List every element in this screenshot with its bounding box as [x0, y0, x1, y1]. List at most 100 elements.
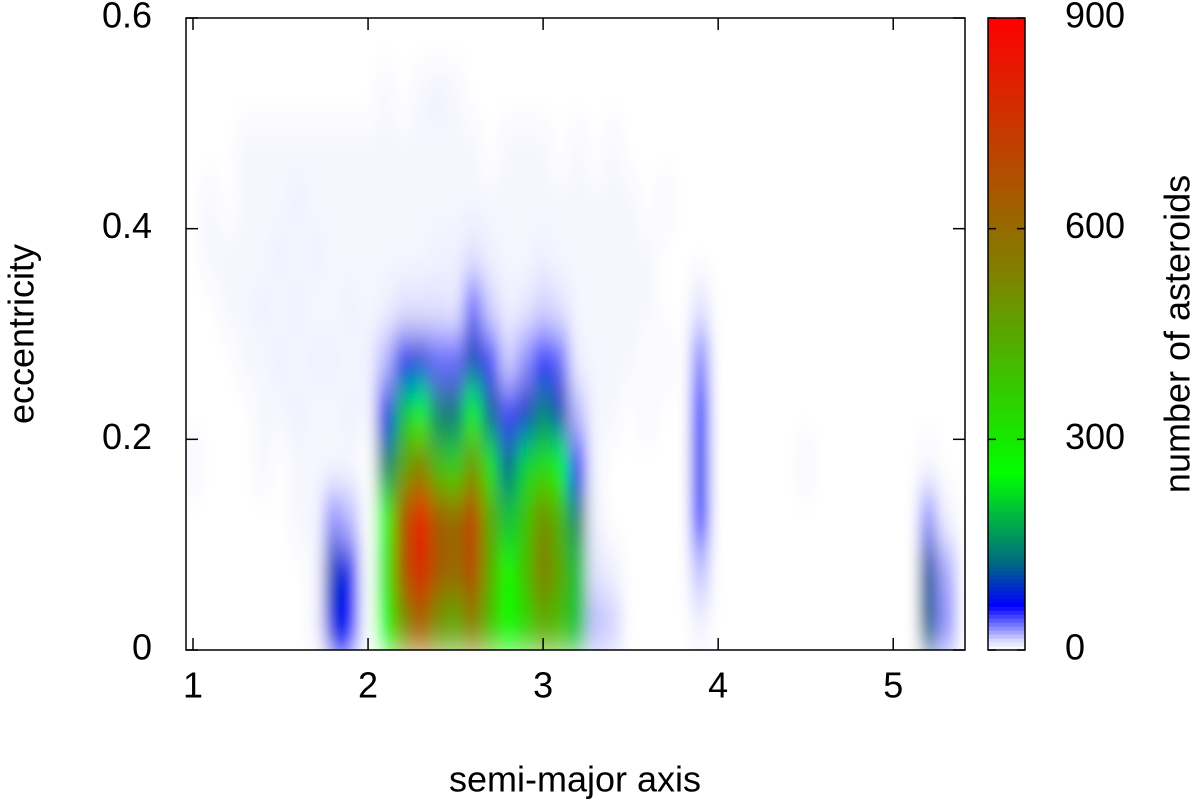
heatmap-cell — [936, 123, 955, 177]
heatmap-cell — [709, 70, 728, 124]
heatmap-cell — [744, 281, 763, 335]
heatmap-cell — [464, 18, 483, 71]
heatmap-cell — [446, 281, 465, 335]
heatmap-cell — [394, 18, 413, 71]
heatmap-cell — [709, 123, 728, 177]
colorbar-swatch — [988, 602, 1025, 607]
heatmap-cell — [499, 544, 518, 598]
heatmap-cell — [376, 70, 395, 124]
heatmap-cell — [866, 597, 885, 650]
heatmap-cell — [621, 123, 640, 177]
heatmap-cell — [621, 386, 640, 440]
heatmap-cell — [884, 123, 903, 177]
heatmap-cell — [779, 70, 798, 124]
colorbar-swatch — [988, 519, 1025, 524]
heatmap-cell — [551, 491, 570, 545]
heatmap-cell — [831, 175, 850, 229]
colorbar-swatch — [988, 594, 1025, 599]
heatmap-cell — [831, 70, 850, 124]
heatmap-cell — [341, 491, 360, 545]
heatmap-cell — [726, 597, 745, 650]
heatmap-cell — [569, 386, 588, 440]
colorbar-swatch — [988, 468, 1025, 473]
heatmap-cell — [288, 70, 308, 124]
heatmap-cell — [376, 281, 395, 335]
colorbar-swatch — [988, 444, 1025, 449]
heatmap-cell — [849, 491, 868, 545]
heatmap-cell — [534, 386, 553, 440]
heatmap-cell — [236, 123, 255, 177]
heatmap-cell — [499, 18, 518, 71]
colorbar-swatch — [988, 590, 1025, 595]
colorbar-swatch — [988, 645, 1025, 651]
heatmap-cell — [236, 333, 255, 387]
heatmap-cell — [796, 281, 815, 335]
heatmap-cell — [551, 544, 570, 598]
heatmap-cell — [201, 544, 220, 598]
heatmap-cell — [446, 491, 465, 545]
colorbar-swatch — [988, 566, 1025, 572]
heatmap-cell — [411, 386, 430, 440]
heatmap-cell — [359, 70, 378, 124]
heatmap-cell — [218, 439, 238, 493]
heatmap-cell — [726, 281, 745, 335]
heatmap-cell — [709, 439, 728, 493]
colorbar-swatch — [988, 298, 1025, 303]
heatmap-cell — [253, 70, 273, 124]
colorbar-swatch — [988, 539, 1025, 544]
heatmap-cell — [236, 70, 255, 124]
heatmap-cell — [849, 386, 868, 440]
heatmap-cell — [866, 281, 885, 335]
heatmap-cell — [796, 123, 815, 177]
heatmap-cell — [726, 18, 745, 71]
heatmap-cell — [341, 386, 360, 440]
heatmap-cell — [621, 281, 640, 335]
heatmap-cell — [218, 228, 238, 282]
heatmap-cell — [744, 597, 763, 650]
heatmap-cell — [569, 333, 588, 387]
heatmap-cell — [884, 70, 903, 124]
colorbar-swatch — [988, 503, 1025, 509]
colorbar-swatch — [988, 108, 1025, 114]
heatmap-cell — [919, 175, 938, 229]
heatmap-cell — [201, 333, 220, 387]
heatmap-cell — [796, 597, 815, 650]
colorbar-swatch — [988, 349, 1025, 355]
heatmap-cell — [201, 123, 220, 177]
heatmap-cell — [569, 175, 588, 229]
heatmap-cell — [534, 281, 553, 335]
heatmap-cell — [411, 70, 430, 124]
heatmap-cell — [849, 228, 868, 282]
colorbar-swatch — [988, 325, 1025, 331]
heatmap-cell — [884, 18, 903, 71]
heatmap-cell — [691, 386, 710, 440]
colorbar-swatch — [988, 242, 1025, 248]
colorbar-swatch — [988, 84, 1025, 90]
heatmap-cell — [411, 281, 430, 335]
heatmap-cell — [586, 18, 605, 71]
heatmap-cell — [218, 281, 238, 335]
heatmap-cell — [831, 597, 850, 650]
heatmap-cell — [464, 544, 483, 598]
colorbar-swatch — [988, 598, 1025, 603]
heatmap-cell — [323, 386, 343, 440]
colorbar-swatch — [988, 483, 1025, 489]
colorbar-swatch — [988, 175, 1025, 181]
heatmap-cell — [394, 491, 413, 545]
heatmap-cell — [779, 333, 798, 387]
heatmap-cell — [936, 386, 955, 440]
heatmap-cell — [288, 175, 308, 229]
colorbar-swatch — [988, 171, 1025, 177]
heatmap-cell — [884, 491, 903, 545]
colorbar-swatch — [988, 321, 1025, 327]
colorbar-swatch — [988, 100, 1025, 106]
heatmap-cell — [814, 281, 833, 335]
heatmap-cell — [446, 70, 465, 124]
heatmap-cell — [884, 544, 903, 598]
heatmap-cell — [481, 544, 500, 598]
heatmap-cell — [551, 123, 570, 177]
heatmap-cell — [271, 597, 290, 650]
heatmap-cell — [288, 597, 308, 650]
heatmap-cell — [639, 70, 658, 124]
